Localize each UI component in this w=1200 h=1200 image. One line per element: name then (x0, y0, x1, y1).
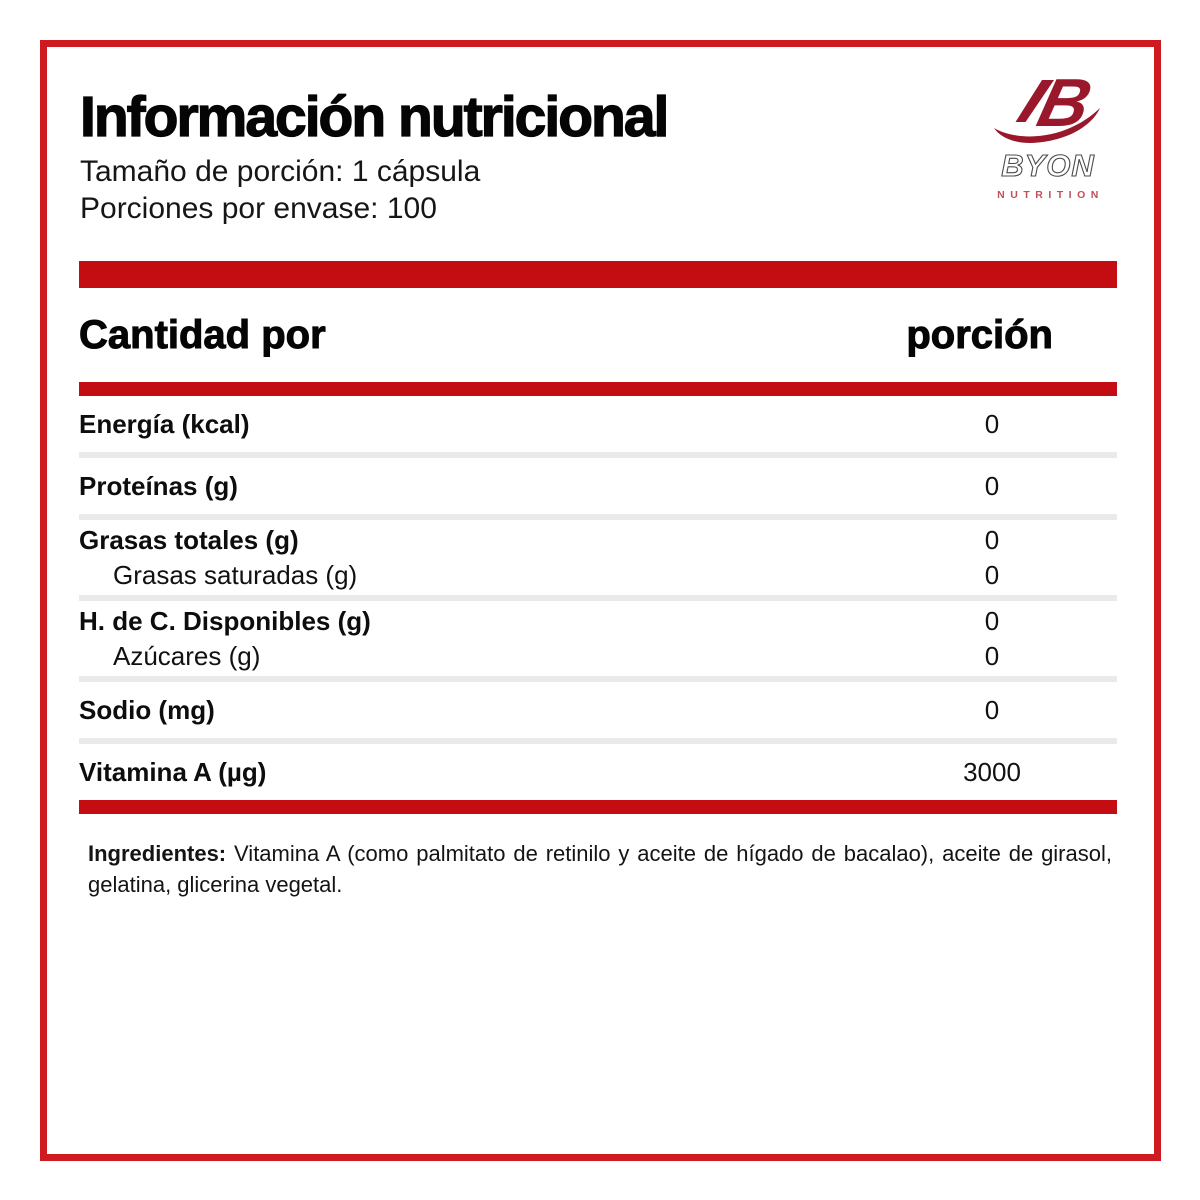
serving-size-text: Tamaño de porción: 1 cápsula (80, 155, 481, 188)
ingredients-text: Vitamina A (como palmitato de retinilo y… (88, 841, 1112, 897)
row-divider (79, 514, 1117, 520)
red-bar-header-bottom (79, 382, 1117, 396)
ingredients-paragraph: Ingredientes: Vitamina A (como palmitato… (88, 838, 1112, 900)
brand-logo: B BYON NUTRITION (978, 64, 1118, 201)
row-value: 0 (984, 524, 1000, 555)
row-value: 0 (984, 694, 1000, 725)
byon-b-icon: B (994, 64, 1100, 143)
row-value: 0 (984, 559, 1000, 590)
byon-wordmark-text: BYON (1001, 148, 1095, 183)
table-row: Energía (kcal) 0 (79, 396, 1117, 452)
row-value: 0 (984, 470, 1000, 501)
border-frame (40, 40, 1161, 1161)
table-row: Grasas totales (g) 0 (79, 525, 1117, 556)
row-value: 3000 (963, 756, 1021, 787)
row-value: 0 (984, 408, 1000, 439)
row-divider (79, 738, 1117, 744)
ingredients-label: Ingredientes: (88, 841, 227, 866)
table-row: Grasas saturadas (g) 0 (79, 560, 1117, 591)
row-label: Grasas totales (g) (79, 524, 299, 555)
row-label: Proteínas (g) (79, 470, 238, 501)
svg-text:B: B (1031, 64, 1099, 141)
table-row: H. de C. Disponibles (g) 0 (79, 606, 1117, 637)
nutrition-tagline: NUTRITION (997, 189, 1104, 201)
table-row: Vitamina A (µg) 3000 (79, 744, 1117, 800)
red-bar-top (79, 261, 1117, 288)
row-divider (79, 595, 1117, 601)
servings-per-container-text: Porciones por envase: 100 (80, 192, 437, 225)
row-label: Vitamina A (µg) (79, 756, 267, 787)
table-row-group: Grasas totales (g) 0 Grasas saturadas (g… (79, 520, 1117, 595)
table-row: Proteínas (g) 0 (79, 458, 1117, 514)
nutrition-table: Cantidad por porción Energía (kcal) 0 Pr… (79, 261, 1117, 814)
row-divider (79, 452, 1117, 458)
page-title: Información nutricional (79, 85, 670, 149)
table-row: Sodio (mg) 0 (79, 682, 1117, 738)
table-row: Azúcares (g) 0 (79, 641, 1117, 672)
label-header: Información nutricional Tamaño de porció… (79, 85, 840, 227)
row-value: 0 (984, 640, 1000, 671)
byon-wordmark: BYON (1001, 148, 1095, 184)
row-value: 0 (984, 605, 1000, 636)
row-label: H. de C. Disponibles (g) (79, 605, 371, 636)
row-label: Sodio (mg) (79, 694, 215, 725)
red-bar-bottom (79, 800, 1117, 814)
row-sublabel: Azúcares (g) (113, 640, 261, 671)
table-header-row: Cantidad por porción (79, 288, 1117, 382)
column-header-amount: Cantidad por (79, 312, 327, 357)
row-sublabel: Grasas saturadas (g) (113, 559, 358, 590)
row-divider (79, 676, 1117, 682)
column-header-portion: porción (906, 312, 1054, 357)
row-label: Energía (kcal) (79, 408, 250, 439)
table-row-group: H. de C. Disponibles (g) 0 Azúcares (g) … (79, 601, 1117, 676)
